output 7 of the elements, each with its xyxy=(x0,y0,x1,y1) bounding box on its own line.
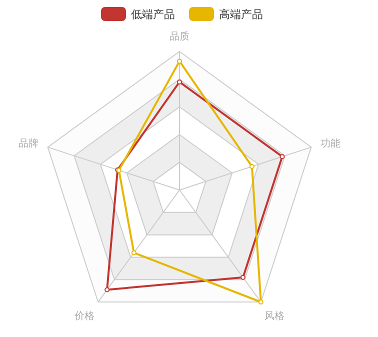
spoke-label: 品牌 xyxy=(18,137,39,150)
spoke-label: 风格 xyxy=(264,310,284,322)
spoke-label: 价格 xyxy=(74,310,95,322)
spoke-label: 品质 xyxy=(170,30,190,42)
legend-label: 低端产品 xyxy=(131,8,175,21)
legend-label: 高端产品 xyxy=(219,8,263,21)
spoke-label: 功能 xyxy=(320,137,340,150)
